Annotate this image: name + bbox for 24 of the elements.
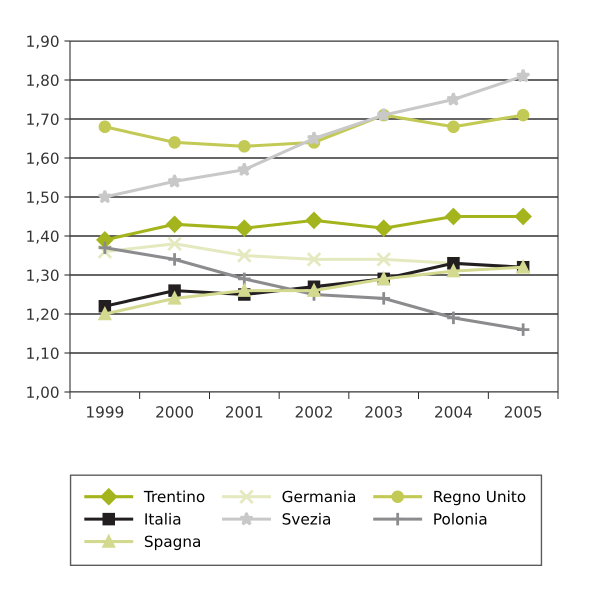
x-tick-label: 2003 [365, 406, 402, 418]
y-tick-label: 1,90 [27, 35, 59, 49]
x-tick-label: 2004 [435, 406, 472, 418]
x-tick-label: 2005 [504, 406, 542, 418]
legend-label: Germania [282, 490, 356, 502]
legend-label: Spagna [144, 536, 200, 550]
legend-label: Regno Unito [434, 490, 526, 506]
y-tick-label: 1,30 [27, 269, 59, 283]
y-tick-label: 1,60 [27, 152, 59, 166]
legend-label: Trentino [144, 490, 204, 502]
legend-label: Italia [145, 512, 180, 525]
x-tick-label: 2002 [296, 406, 332, 418]
x-tick-label: 2000 [156, 406, 193, 418]
y-tick-label: 1,10 [27, 347, 59, 361]
legend-label: Svezia [282, 512, 330, 525]
legend-label: Polonia [434, 512, 486, 525]
y-tick-label: 1,40 [27, 230, 59, 244]
y-tick-label: 1,80 [27, 74, 59, 88]
y-tick-label: 1,00 [27, 386, 59, 400]
x-tick-label: 2001 [226, 406, 262, 418]
y-tick-label: 1,70 [27, 113, 59, 127]
x-tick-label: 1999 [87, 406, 124, 418]
y-tick-label: 1,20 [27, 308, 59, 322]
y-tick-label: 1,50 [27, 191, 59, 205]
